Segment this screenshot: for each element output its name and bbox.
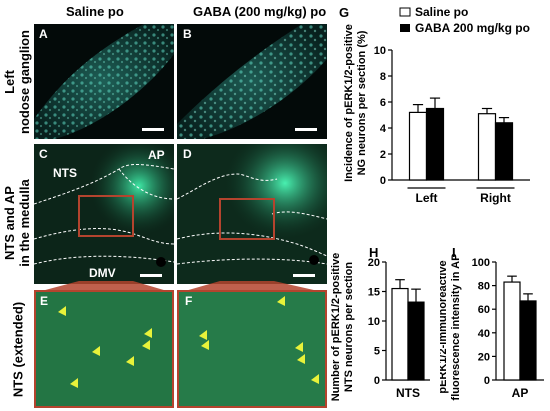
y-axis-label-line: pERK1/2-immunoreactive — [440, 260, 449, 393]
y-tick-label: 0 — [374, 375, 380, 387]
micrograph-panel-b: B — [177, 24, 327, 139]
chart-g-plot: 0 2 4 6 8 10 Left Right — [374, 45, 530, 205]
medulla-gaba-image — [177, 144, 327, 284]
y-tick-label: 100 — [472, 257, 490, 269]
micrograph-panel-a: A — [34, 24, 174, 139]
y-axis-label-line: fluorescence intensity in AP — [450, 254, 462, 401]
row-label-line: NTS (extended) — [10, 301, 26, 398]
scale-bar — [140, 274, 162, 277]
y-axis-label-line: Incidence of pERK1/2-positive — [343, 24, 355, 182]
x-category-label: AP — [512, 386, 529, 400]
y-tick-label: 0 — [380, 175, 386, 187]
chart-i: I pERK1/2-immunoreactive fluorescence in… — [440, 245, 544, 401]
y-tick-label: 0 — [484, 375, 490, 387]
bar — [494, 122, 514, 181]
y-tick-label: 2 — [380, 149, 386, 161]
panel-letter: C — [39, 147, 48, 161]
y-tick-label: 20 — [478, 351, 490, 363]
row-label-nts-extended: NTS (extended) — [11, 290, 26, 410]
bar — [391, 287, 409, 381]
legend-swatch-saline — [399, 7, 411, 17]
x-category-label: Right — [480, 191, 511, 205]
bar — [408, 111, 428, 181]
scale-bar — [295, 128, 317, 131]
column-title-saline: Saline po — [66, 4, 124, 19]
y-tick-label: 40 — [478, 328, 490, 340]
y-tick-label: 10 — [368, 316, 380, 328]
nts-extended-gaba-image — [179, 292, 325, 406]
bar — [425, 107, 445, 181]
nts-extended-saline-image — [36, 292, 172, 406]
y-axis-label-line: NTS neurons per section — [343, 262, 355, 392]
medulla-saline-image — [34, 144, 174, 284]
bar — [503, 281, 521, 381]
y-tick-label: 10 — [374, 45, 386, 57]
nodose-ganglion-saline-image — [34, 24, 174, 139]
chart-h-plot: 0 5 10 15 20 NTS — [368, 257, 430, 400]
y-tick-label: 5 — [374, 346, 380, 358]
row-label-line: NTS and AP — [2, 186, 17, 260]
legend-label-saline: Saline po — [415, 5, 468, 19]
panel-letter: D — [183, 147, 192, 161]
nodose-ganglion-gaba-image — [177, 24, 327, 139]
scale-bar — [293, 274, 315, 277]
y-tick-label: 8 — [380, 71, 386, 83]
bar — [477, 113, 497, 181]
x-category-label: Left — [416, 191, 438, 205]
y-tick-label: 6 — [380, 97, 386, 109]
micrograph-panel-e: E — [34, 290, 174, 408]
bar — [407, 301, 425, 381]
bar — [519, 300, 537, 381]
row-label-medulla: NTS and AP in the medulla — [2, 158, 32, 288]
panel-letter: A — [39, 27, 48, 41]
panel-letter: E — [40, 294, 49, 308]
legend-swatch-gaba — [400, 24, 410, 32]
chart-h: H Number of pERK1/2-positive NTS neurons… — [330, 245, 430, 402]
column-title-gaba: GABA (200 mg/kg) po — [193, 4, 327, 19]
y-axis-label-line: NG neurons per section (%) — [356, 30, 368, 175]
region-label-dmv: DMV — [89, 266, 116, 280]
micrograph-panel-d: D — [177, 144, 327, 284]
row-label-line: Left — [2, 70, 17, 94]
y-tick-label: 60 — [478, 304, 490, 316]
row-label-line: nodose ganglion — [17, 30, 32, 134]
row-label-nodose: Left nodose ganglion — [2, 17, 32, 147]
panel-letter: F — [185, 294, 193, 308]
scale-bar — [142, 128, 164, 131]
panel-letter: I — [452, 245, 456, 260]
legend-label-gaba: GABA 200 mg/kg po — [415, 21, 530, 35]
micrograph-panel-f: F — [177, 290, 327, 408]
row-label-line: in the medulla — [17, 179, 32, 267]
y-tick-label: 4 — [380, 123, 387, 135]
y-tick-label: 15 — [368, 287, 380, 299]
chart-i-plot: 0 20 40 60 80 100 AP — [472, 257, 544, 400]
x-category-label: NTS — [396, 386, 420, 400]
micrograph-panel-c: C NTS AP DMV — [34, 144, 174, 284]
y-tick-label: 20 — [368, 257, 380, 269]
y-tick-label: 80 — [478, 281, 490, 293]
panel-letter: B — [183, 27, 192, 41]
region-label-nts: NTS — [53, 166, 77, 180]
chart-g: G Saline po GABA 200 mg/kg po Incidence … — [339, 5, 530, 205]
panel-letter: G — [339, 5, 349, 20]
panel-letter: H — [369, 245, 378, 260]
y-axis-label-line: Number of pERK1/2-positive — [330, 253, 342, 402]
region-label-ap: AP — [148, 148, 165, 162]
